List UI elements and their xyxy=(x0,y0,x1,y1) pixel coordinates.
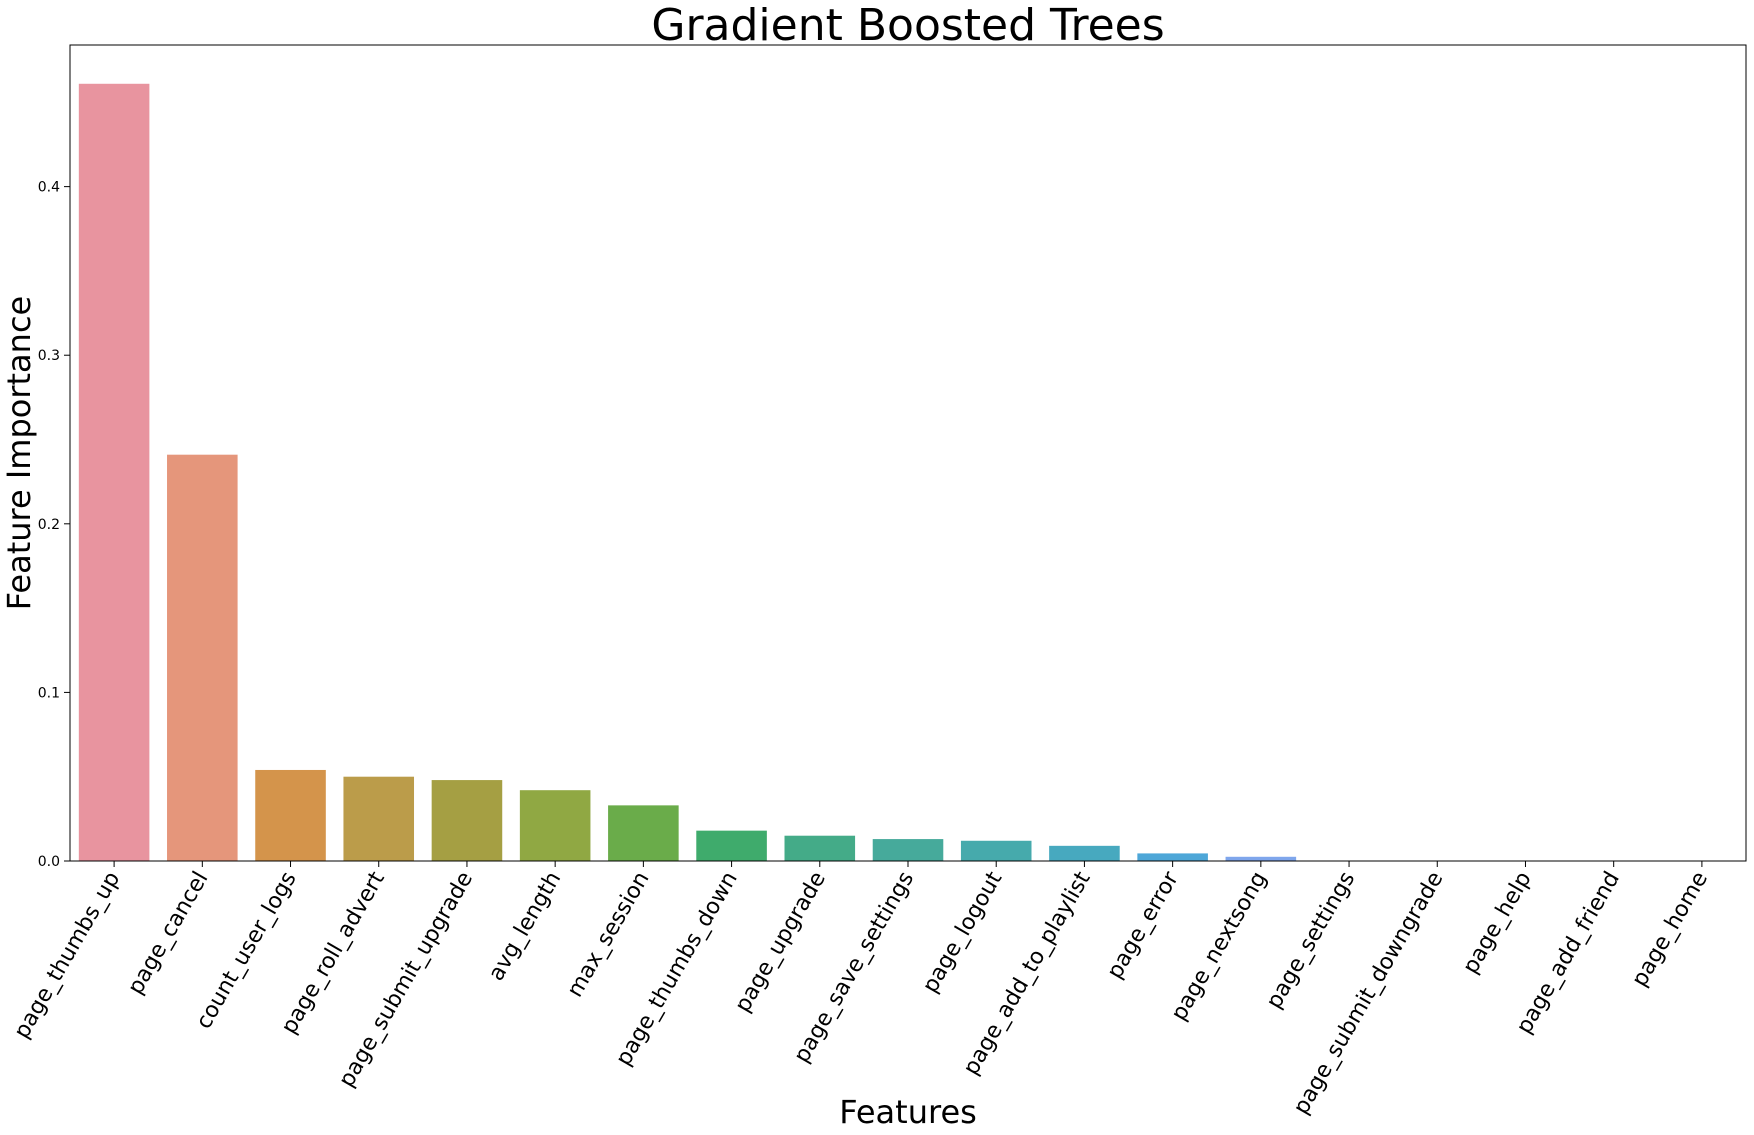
bar-page-thumbs-down xyxy=(696,830,767,861)
bars-group xyxy=(78,83,1297,861)
bar-page-upgrade xyxy=(784,835,856,861)
bar-page-logout xyxy=(960,840,1032,861)
x-tick-label-page-upgrade: page_upgrade xyxy=(730,868,831,1017)
x-tick-label-avg-length: avg_length xyxy=(484,868,566,986)
x-tick-label-count-user-logs: count_user_logs xyxy=(192,868,302,1034)
x-tick-label-page-help: page_help xyxy=(1458,868,1536,979)
bar-page-thumbs-up xyxy=(78,83,150,861)
bar-max-session xyxy=(608,805,679,861)
x-tick-label-page-submit-downgrade: page_submit_downgrade xyxy=(1289,868,1449,1119)
y-tick-label: 0.3 xyxy=(38,348,60,364)
y-tick-label: 0.2 xyxy=(38,517,60,533)
x-tick-label-max-session: max_session xyxy=(563,868,655,1002)
x-tick-label-page-logout: page_logout xyxy=(918,867,1008,997)
chart-title: Gradient Boosted Trees xyxy=(651,0,1164,51)
plot-frame xyxy=(69,44,1747,862)
x-tick-label-page-settings: page_settings xyxy=(1262,868,1360,1014)
bar-page-add-to-playlist xyxy=(1049,845,1120,861)
x-tick-label-page-thumbs-up: page_thumbs_up xyxy=(10,868,126,1044)
y-axis: 0.0 0.1 0.2 0.3 0.4 xyxy=(38,180,70,870)
y-tick-label: 0.4 xyxy=(38,180,60,196)
x-tick-label-page-home: page_home xyxy=(1627,868,1713,992)
bar-page-error xyxy=(1137,853,1208,861)
bar-count-user-logs xyxy=(255,769,326,861)
y-tick-label: 0.0 xyxy=(38,854,60,870)
x-tick-label-page-cancel: page_cancel xyxy=(123,868,213,999)
x-tick-label-page-nextsong: page_nextsong xyxy=(1167,868,1272,1026)
x-tick-label-page-error: page_error xyxy=(1103,867,1185,984)
bar-page-roll-advert xyxy=(343,776,415,861)
y-tick-label: 0.1 xyxy=(38,685,60,701)
bar-page-submit-upgrade xyxy=(431,780,503,861)
bar-page-nextsong xyxy=(1225,856,1297,861)
x-axis-label: Features xyxy=(839,1093,977,1131)
bar-page-save-settings xyxy=(872,839,944,861)
bar-avg-length xyxy=(519,790,591,861)
y-axis-label: Feature Importance xyxy=(0,296,38,610)
bar-page-cancel xyxy=(167,454,238,861)
x-axis: page_thumbs_uppage_cancelcount_user_logs… xyxy=(10,861,1713,1119)
